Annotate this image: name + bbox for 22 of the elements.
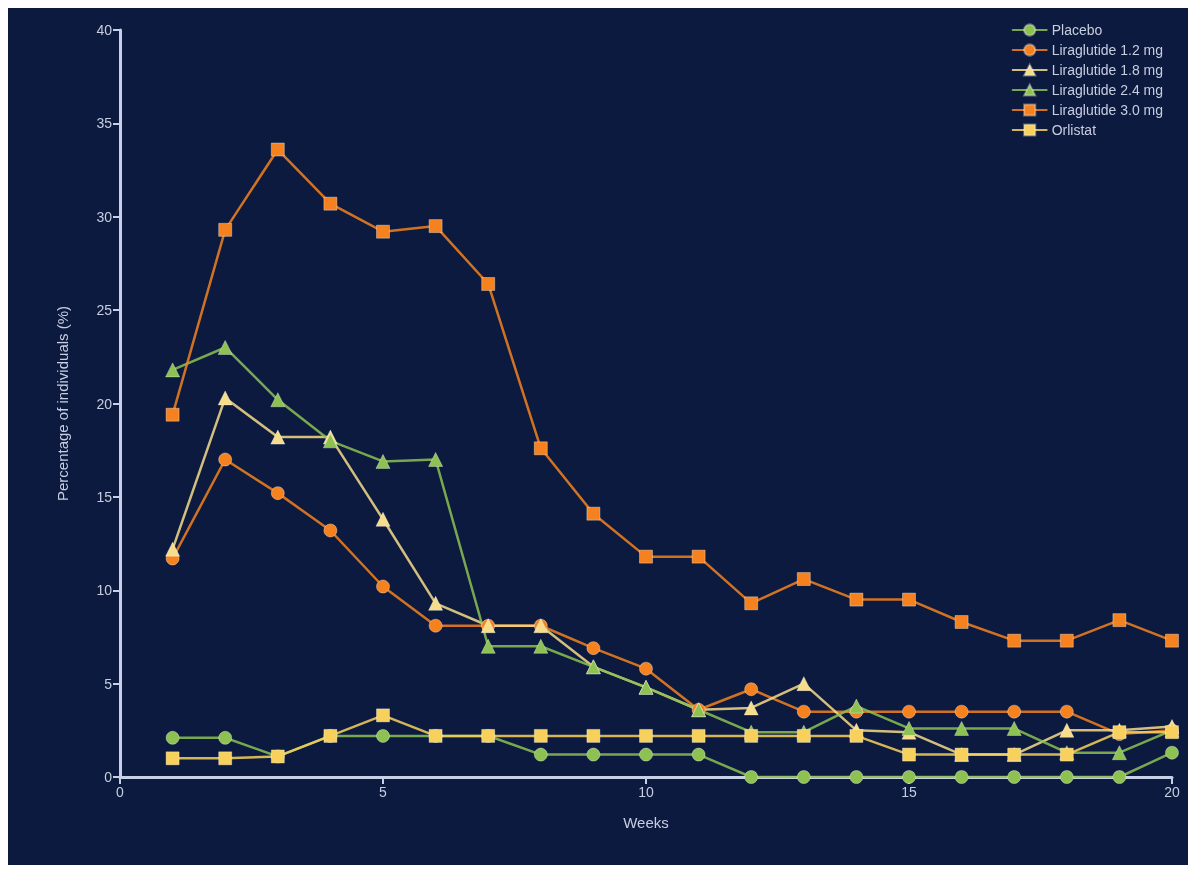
legend-label: Liraglutide 3.0 mg <box>1051 102 1164 118</box>
y-tick-label: 30 <box>96 208 113 225</box>
y-axis-title: Percentage of individuals (%) <box>54 305 71 502</box>
x-tick-label: 5 <box>379 784 388 800</box>
legend-label: Placebo <box>1051 22 1103 38</box>
y-tick-label: 20 <box>96 395 113 412</box>
legend-label: Liraglutide 1.8 mg <box>1051 62 1164 78</box>
y-tick-label: 15 <box>96 488 113 505</box>
y-tick-label: 10 <box>96 582 113 599</box>
legend-label: Liraglutide 2.4 mg <box>1051 82 1164 98</box>
x-axis-title: Weeks <box>623 814 669 831</box>
y-tick-label: 0 <box>104 769 113 785</box>
legend-label: Liraglutide 1.2 mg <box>1051 42 1164 58</box>
x-tick-label: 15 <box>901 784 917 800</box>
y-tick-label: 25 <box>96 302 113 319</box>
legend-label: Orlistat <box>1051 122 1097 138</box>
y-tick-label: 40 <box>96 22 113 38</box>
x-tick-label: 0 <box>116 784 125 800</box>
x-tick-label: 20 <box>1164 784 1180 800</box>
x-tick-label: 10 <box>638 784 654 800</box>
y-tick-label: 35 <box>96 115 113 132</box>
y-tick-label: 5 <box>104 675 113 692</box>
